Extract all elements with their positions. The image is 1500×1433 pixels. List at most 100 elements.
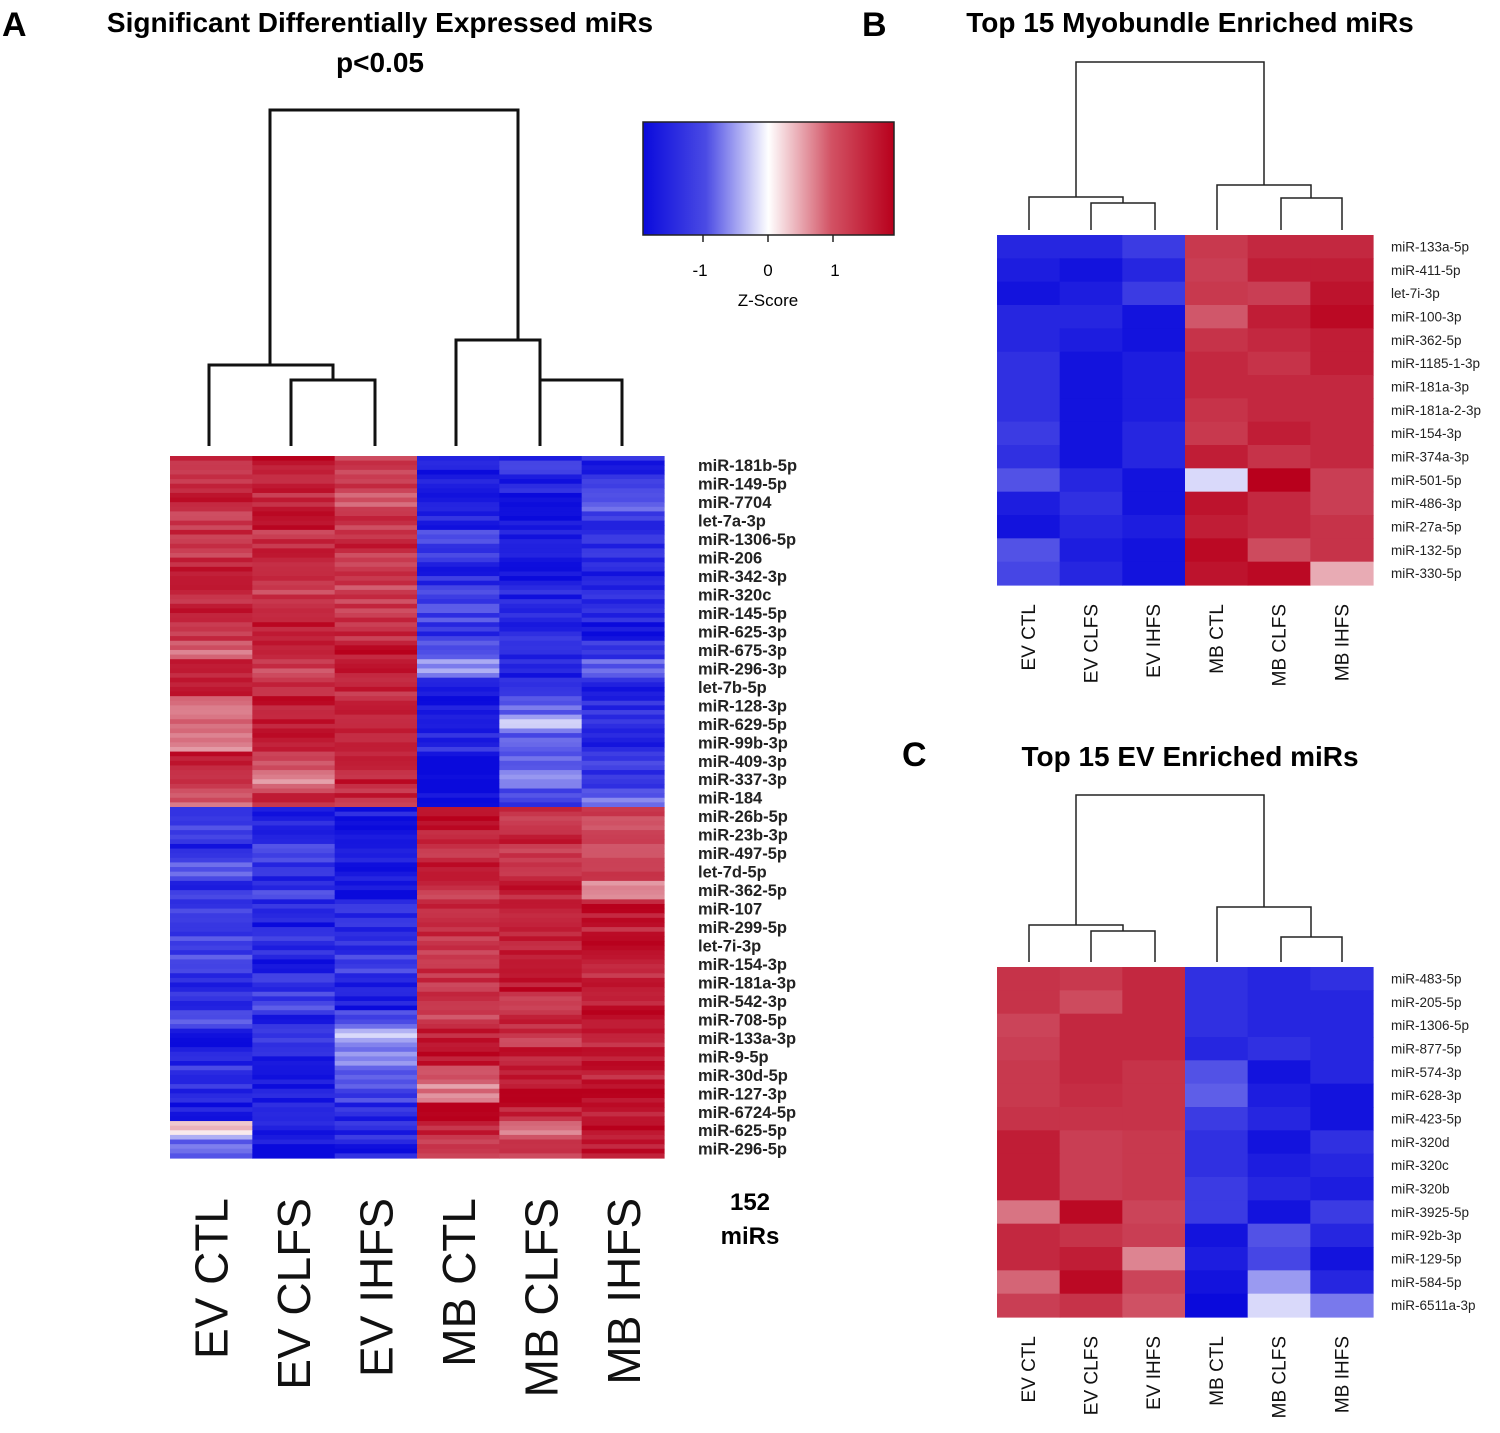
heatmap-cell	[581, 936, 665, 942]
heatmap-cell	[252, 1037, 336, 1044]
heatmap-cell	[252, 469, 336, 476]
heatmap-cell	[252, 977, 336, 984]
dendrogram-branch	[1028, 196, 1124, 230]
heatmap-cell	[170, 552, 253, 559]
heatmap-cell	[499, 770, 583, 776]
heatmap-cell	[334, 885, 418, 891]
heatmap-cell	[334, 1130, 418, 1136]
heatmap-cell	[417, 1005, 500, 1011]
heatmap-cell	[1247, 491, 1311, 516]
heatmap-cell	[997, 491, 1061, 516]
heatmap-cell	[581, 811, 665, 817]
heatmap-cell	[417, 1144, 500, 1150]
heatmap-cell	[1185, 351, 1249, 376]
heatmap-cell	[334, 862, 418, 868]
heatmap-cell	[1122, 1083, 1186, 1108]
heatmap-cell	[1247, 258, 1311, 283]
heatmap-cell	[334, 673, 418, 679]
heatmap-cell	[170, 700, 253, 706]
heatmap-cell	[417, 534, 500, 540]
heatmap-cell	[417, 636, 500, 642]
heatmap-cell	[334, 479, 418, 485]
heatmap-cell	[170, 945, 253, 951]
row-label: let-7i-3p	[698, 937, 761, 955]
heatmap-cell	[1059, 1247, 1123, 1271]
heatmap-cell	[170, 783, 253, 790]
row-label: miR-205-5p	[1391, 995, 1462, 1010]
heatmap-cell	[334, 765, 418, 771]
heatmap-cell	[334, 770, 418, 776]
heatmap-cell	[581, 820, 665, 827]
heatmap-cell	[170, 543, 253, 549]
heatmap-cell	[170, 562, 253, 568]
heatmap-cell	[581, 700, 665, 706]
heatmap-cell	[417, 936, 500, 942]
heatmap-cell	[1122, 468, 1186, 493]
heatmap-cell	[997, 1130, 1061, 1155]
heatmap-cell	[1122, 1107, 1186, 1131]
heatmap-cell	[334, 506, 418, 513]
heatmap-cell	[334, 903, 418, 910]
heatmap-cell	[252, 1130, 336, 1136]
heatmap-cell	[417, 964, 500, 970]
panel-a-subtitle: p<0.05	[336, 47, 424, 78]
heatmap-cell	[170, 1010, 253, 1016]
heatmap-cell	[417, 1079, 500, 1085]
row-label: let-7b-5p	[698, 679, 767, 697]
heatmap-cell	[252, 770, 336, 776]
heatmap-cell	[581, 880, 665, 887]
heatmap-cell	[252, 765, 336, 771]
heatmap-cell	[1247, 1060, 1311, 1085]
heatmap-cell	[170, 996, 253, 1002]
row-label: miR-149-5p	[698, 476, 787, 494]
heatmap-cell	[417, 977, 500, 984]
heatmap-cell	[417, 663, 500, 670]
heatmap-cell	[417, 511, 500, 517]
heatmap-cell	[581, 594, 665, 600]
heatmap-cell	[1122, 351, 1186, 376]
heatmap-cell	[252, 520, 336, 526]
heatmap-cell	[252, 548, 336, 554]
heatmap-cell	[581, 940, 665, 947]
dendrogram-branch	[538, 378, 624, 446]
heatmap-cell	[1185, 1293, 1249, 1318]
row-label: miR-107	[698, 901, 762, 919]
heatmap-cell	[499, 867, 583, 873]
heatmap-cell	[334, 964, 418, 970]
heatmap-cell	[997, 375, 1061, 399]
heatmap-cell	[170, 613, 253, 619]
heatmap-cell	[170, 1051, 253, 1057]
heatmap-cell	[417, 931, 500, 937]
heatmap-cell	[170, 626, 253, 633]
heatmap-cell	[334, 1153, 418, 1159]
heatmap-cell	[417, 585, 500, 591]
row-label: let-7a-3p	[698, 513, 766, 531]
heatmap-cell	[581, 673, 665, 679]
heatmap-cell	[252, 608, 336, 614]
heatmap-cell	[417, 1088, 500, 1094]
heatmap-cell	[334, 456, 418, 462]
heatmap-cell	[334, 876, 418, 882]
heatmap-cell	[499, 834, 583, 840]
row-label: miR-154-3p	[1391, 426, 1462, 441]
heatmap-cell	[581, 529, 665, 536]
heatmap-cell	[499, 1148, 583, 1154]
dendrogram-branch	[1280, 936, 1343, 962]
heatmap-cell	[1185, 967, 1249, 991]
heatmap-cell	[499, 516, 583, 522]
heatmap-cell	[252, 710, 336, 716]
heatmap-cell	[334, 1000, 418, 1007]
heatmap-cell	[499, 483, 583, 489]
heatmap-cell	[499, 788, 583, 794]
heatmap-cell	[252, 497, 336, 503]
heatmap-cell	[499, 797, 583, 803]
heatmap-cell	[581, 1024, 665, 1030]
heatmap-cell	[1122, 398, 1186, 423]
heatmap-cell	[499, 1125, 583, 1131]
heatmap-cell	[1310, 281, 1374, 306]
heatmap-cell	[417, 529, 500, 536]
row-label: miR-6724-5p	[698, 1104, 796, 1122]
heatmap-cell	[1247, 990, 1311, 1015]
heatmap-cell	[252, 1005, 336, 1011]
heatmap-cell	[499, 779, 583, 785]
